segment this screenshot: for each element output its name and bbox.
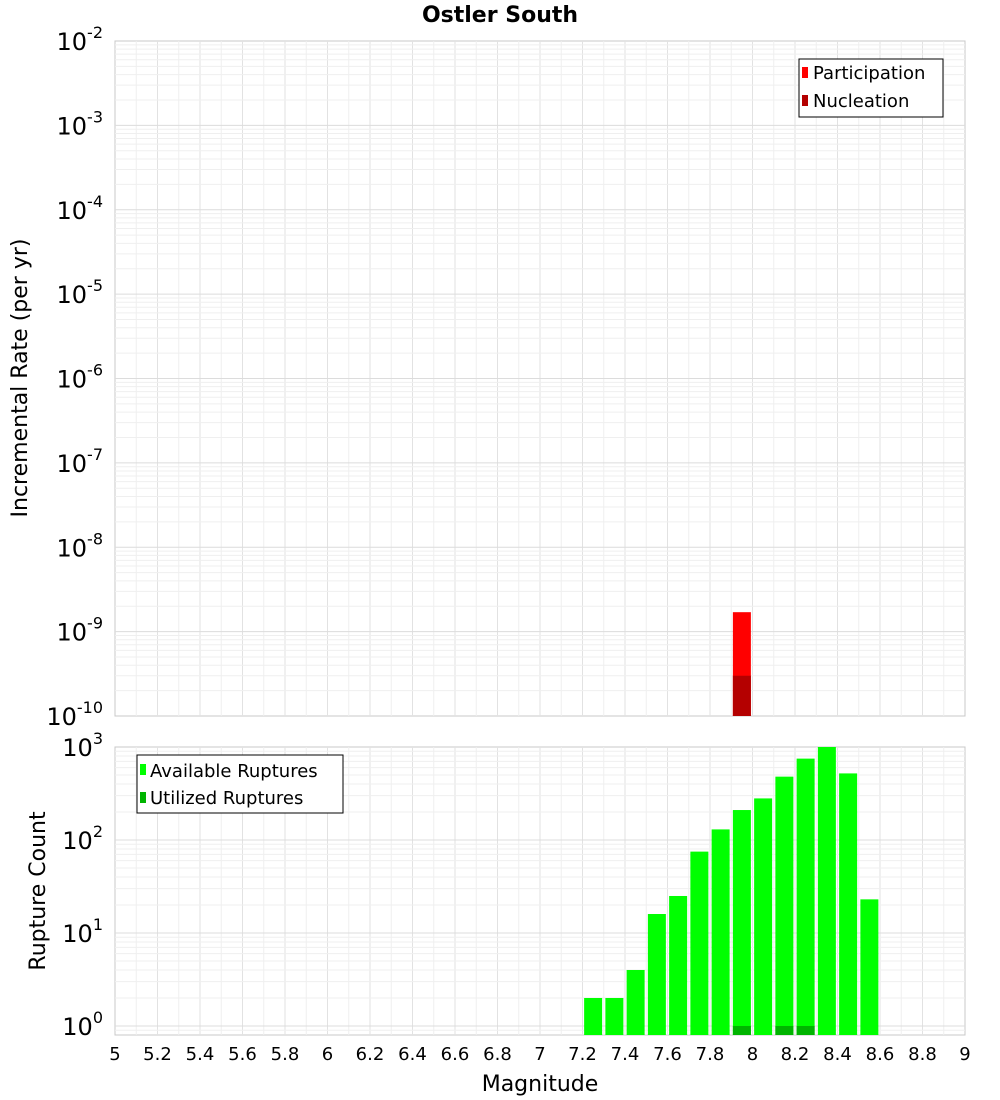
bottom-panel: 100 101 102 103 5 5.2 5.4 5.6 5.8 6 6.2 6.4 6.6 6.8 7… [26, 729, 971, 1097]
bar-available-ruptures [711, 829, 730, 1035]
y-tick-label: 10-4 [57, 192, 104, 225]
chart-title: Ostler South [422, 3, 578, 28]
legend-label-participation: Participation [813, 63, 925, 84]
bar-available-ruptures [775, 776, 794, 1035]
x-tick-label: 7.4 [611, 1044, 640, 1065]
top-legend-box [798, 58, 944, 118]
bar-available-ruptures [669, 895, 688, 1035]
x-tick-label: 5.4 [186, 1044, 215, 1065]
bar-available-ruptures [860, 899, 879, 1035]
x-tick-label: 7.8 [696, 1044, 725, 1065]
x-tick-label: 5.8 [271, 1044, 300, 1065]
top-bars [732, 612, 751, 716]
y-tick-label: 10-5 [57, 276, 104, 309]
bar-utilized-ruptures [796, 1025, 815, 1035]
bar-nucleation [732, 675, 751, 716]
bottom-legend: Available Ruptures Utilized Ruptures [136, 754, 344, 814]
x-axis-label: Magnitude [482, 1072, 599, 1097]
x-tick-label: 5 [109, 1044, 120, 1065]
x-tick-label: 6.2 [356, 1044, 385, 1065]
x-tick-label: 7 [534, 1044, 545, 1065]
x-tick-label: 5.2 [143, 1044, 172, 1065]
y-tick-label: 10-6 [57, 361, 104, 394]
bar-utilized-ruptures [732, 1025, 751, 1035]
y-tick-label: 100 [62, 1008, 103, 1041]
x-tick-label: 6.4 [398, 1044, 427, 1065]
bar-available-ruptures [605, 997, 624, 1035]
legend-swatch-available [140, 764, 146, 775]
x-tick-label: 8.6 [866, 1044, 895, 1065]
bottom-y-axis-label: Rupture Count [26, 811, 51, 971]
x-tick-label: 7.2 [568, 1044, 597, 1065]
top-grid [115, 41, 965, 716]
bar-available-ruptures [839, 773, 858, 1035]
bottom-legend-box [136, 754, 344, 814]
top-y-axis-label: Incremental Rate (per yr) [8, 239, 33, 518]
y-tick-label: 102 [62, 822, 103, 855]
top-legend: Participation Nucleation [798, 58, 944, 118]
bottom-bars [584, 747, 879, 1035]
y-tick-label: 103 [62, 729, 103, 762]
bottom-y-tick-labels: 100 101 102 103 [62, 729, 103, 1041]
x-tick-label: 6.6 [441, 1044, 470, 1065]
bar-available-ruptures [690, 851, 709, 1035]
bar-utilized-ruptures [775, 1025, 794, 1035]
y-tick-label: 10-7 [57, 445, 104, 478]
bar-available-ruptures [817, 747, 836, 1035]
legend-swatch-nucleation [802, 95, 808, 106]
legend-swatch-participation [802, 67, 808, 78]
y-tick-label: 10-8 [57, 529, 104, 562]
y-tick-label: 10-9 [57, 614, 104, 647]
x-tick-label: 5.6 [228, 1044, 257, 1065]
top-panel: 10-10 10-9 10-8 10-7 10-6 10-5 10-4 10-3 10-2 Os… [8, 3, 966, 731]
bar-available-ruptures [647, 914, 666, 1035]
y-tick-label: 101 [62, 915, 103, 948]
bar-available-ruptures [584, 997, 603, 1035]
legend-label-nucleation: Nucleation [813, 91, 909, 112]
legend-label-utilized: Utilized Ruptures [150, 788, 303, 809]
x-tick-label: 9 [959, 1044, 970, 1065]
x-tick-label: 8.4 [823, 1044, 852, 1065]
y-tick-label: 10-10 [46, 698, 103, 731]
x-tick-label: 8.2 [781, 1044, 810, 1065]
y-tick-label: 10-3 [57, 107, 104, 140]
x-tick-label: 7.6 [653, 1044, 682, 1065]
y-tick-label: 10-2 [57, 23, 104, 56]
x-tick-label: 8.8 [908, 1044, 937, 1065]
legend-label-available: Available Ruptures [150, 761, 318, 782]
bar-available-ruptures [754, 798, 773, 1035]
bar-available-ruptures [796, 758, 815, 1035]
bar-available-ruptures [626, 969, 645, 1035]
x-tick-label: 8 [747, 1044, 758, 1065]
top-y-tick-labels: 10-10 10-9 10-8 10-7 10-6 10-5 10-4 10-3 10-2 [46, 23, 103, 731]
bar-available-ruptures [732, 810, 751, 1035]
x-tick-label: 6.8 [483, 1044, 512, 1065]
x-tick-labels: 5 5.2 5.4 5.6 5.8 6 6.2 6.4 6.6 6.8 7 7.2 7.4 7.6 7.8 8… [109, 1044, 970, 1065]
legend-swatch-utilized [140, 792, 146, 803]
x-tick-label: 6 [322, 1044, 333, 1065]
